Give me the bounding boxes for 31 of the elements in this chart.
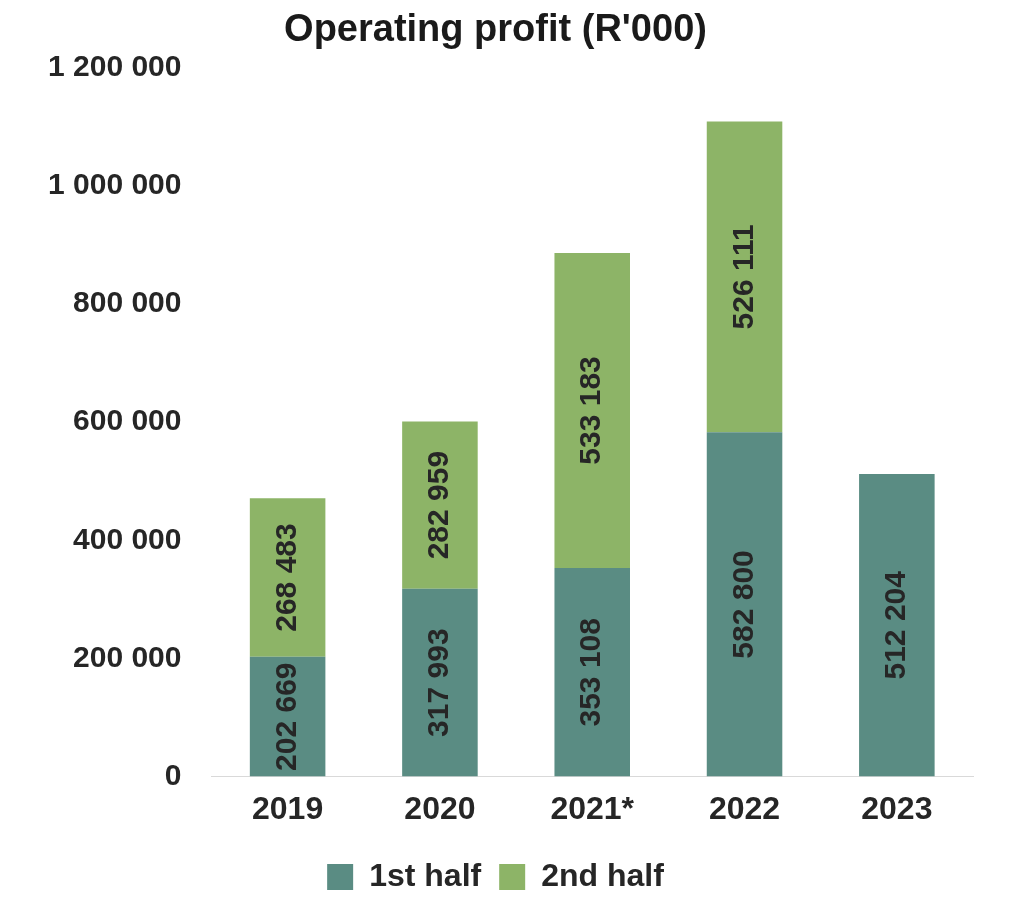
x-tick-label: 2023: [861, 789, 933, 826]
y-tick-label: 1 200 000: [47, 48, 182, 82]
data-label: 582 800: [725, 550, 759, 659]
bar: [554, 567, 630, 777]
legend-label: 1st half: [369, 856, 482, 893]
data-label: 282 959: [421, 450, 455, 560]
bar: [859, 473, 935, 777]
y-tick-label: 800 000: [73, 285, 182, 319]
x-tick-label: 2022: [708, 789, 781, 826]
bar: [402, 421, 478, 589]
bar: [706, 432, 783, 777]
data-label: 202 669: [268, 662, 302, 771]
legend-label: 2nd half: [541, 856, 665, 893]
data-label: 533 183: [573, 356, 607, 465]
bar: [706, 121, 783, 433]
y-tick-label: 600 000: [73, 403, 182, 437]
x-tick-label: 2020: [404, 789, 476, 826]
bar: [554, 252, 630, 568]
y-tick-label: 1 000 000: [47, 167, 182, 201]
x-tick-label: 2021*: [550, 789, 635, 826]
data-label: 526 111: [725, 224, 759, 330]
data-label: 268 483: [268, 523, 302, 632]
y-tick-label: 0: [164, 757, 182, 791]
x-tick-label: 2019: [252, 789, 324, 826]
data-label: 512 204: [878, 570, 912, 680]
chart-title: Operating profit (R'000): [284, 7, 707, 50]
data-label: 353 108: [573, 618, 607, 727]
y-tick-label: 400 000: [73, 521, 182, 555]
bar: [402, 588, 478, 777]
y-tick-label: 200 000: [73, 639, 182, 673]
data-label: 317 993: [421, 628, 455, 737]
